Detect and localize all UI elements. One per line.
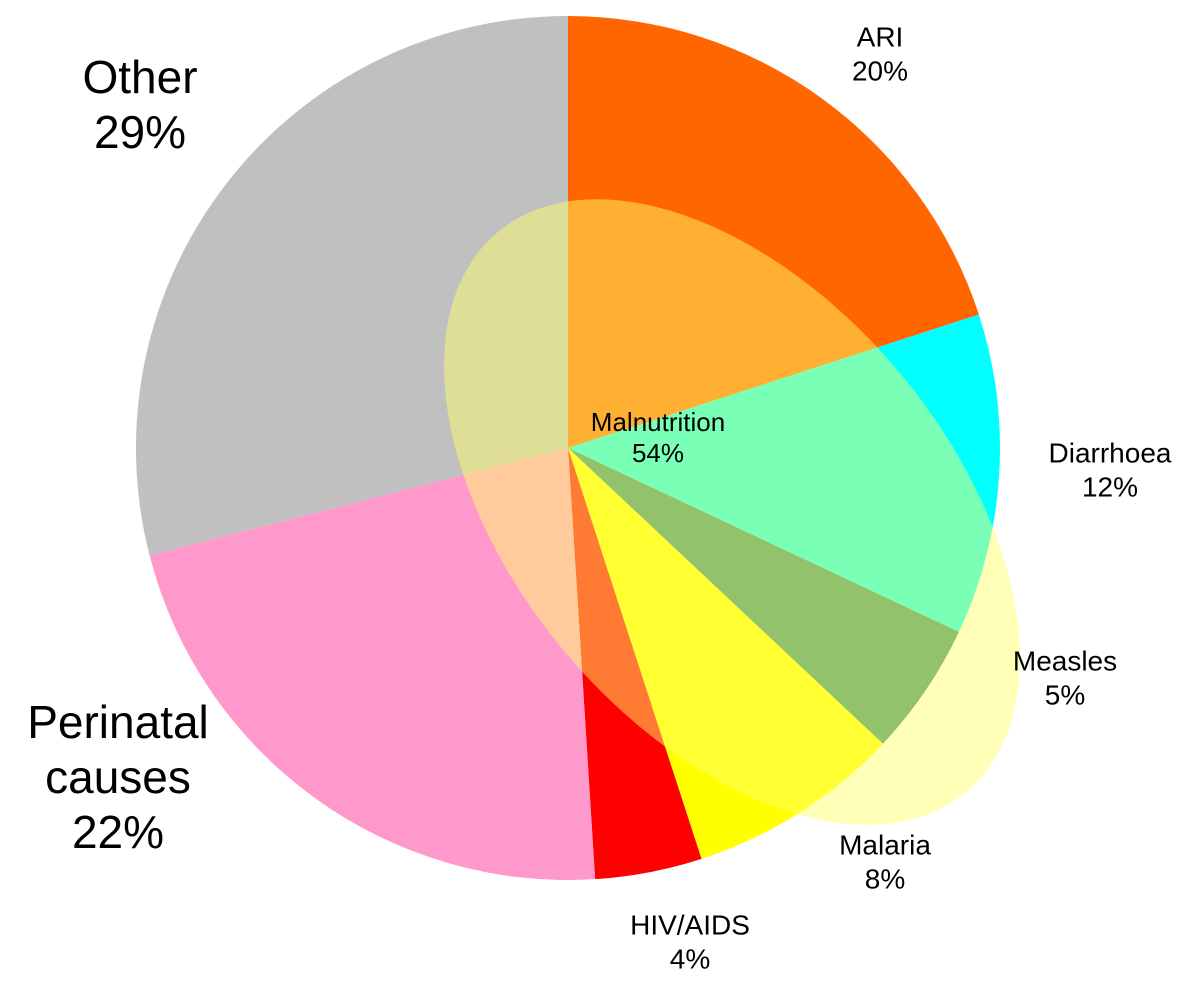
overlay-name: Malnutrition (590, 406, 726, 437)
slice-value: 4% (669, 943, 711, 974)
pie-slice (568, 16, 979, 448)
slice-name: Malaria (839, 829, 931, 861)
slice-name: ARI (856, 21, 904, 53)
slice-value: 22% (71, 806, 165, 859)
pie-slice (568, 448, 959, 744)
slice-name: Measles (1012, 645, 1118, 677)
slice-name: Diarrhoea (1048, 437, 1172, 469)
pie-slice (568, 448, 702, 880)
slice-label: Other 29% (82, 50, 197, 160)
pie-slice (568, 448, 883, 859)
slice-label: Malaria 8% (839, 828, 931, 895)
slice-name: Perinatal causes (27, 696, 209, 804)
slice-label: ARI 20% (852, 20, 908, 87)
slice-value: 20% (851, 55, 909, 86)
slice-label: Measles 5% (1013, 644, 1117, 711)
overlay-value: 54% (631, 438, 685, 468)
slice-name: HIV/AIDS (630, 909, 750, 941)
slice-label: Malnutrition 54% (591, 407, 725, 469)
overlay-ellipse (444, 199, 1020, 825)
slice-label: Perinatal causes 22% (0, 695, 248, 861)
slice-name: Other (82, 50, 198, 103)
slice-value: 29% (93, 106, 187, 158)
slice-value: 8% (864, 863, 906, 894)
slice-label: HIV/AIDS 4% (630, 908, 750, 975)
slice-value: 5% (1044, 679, 1086, 710)
pie-slice (135, 16, 568, 556)
slice-label: Diarrhoea 12% (1049, 436, 1172, 503)
pie-slice (149, 448, 596, 880)
pie-slice (568, 314, 1001, 632)
slice-value: 12% (1081, 471, 1139, 502)
